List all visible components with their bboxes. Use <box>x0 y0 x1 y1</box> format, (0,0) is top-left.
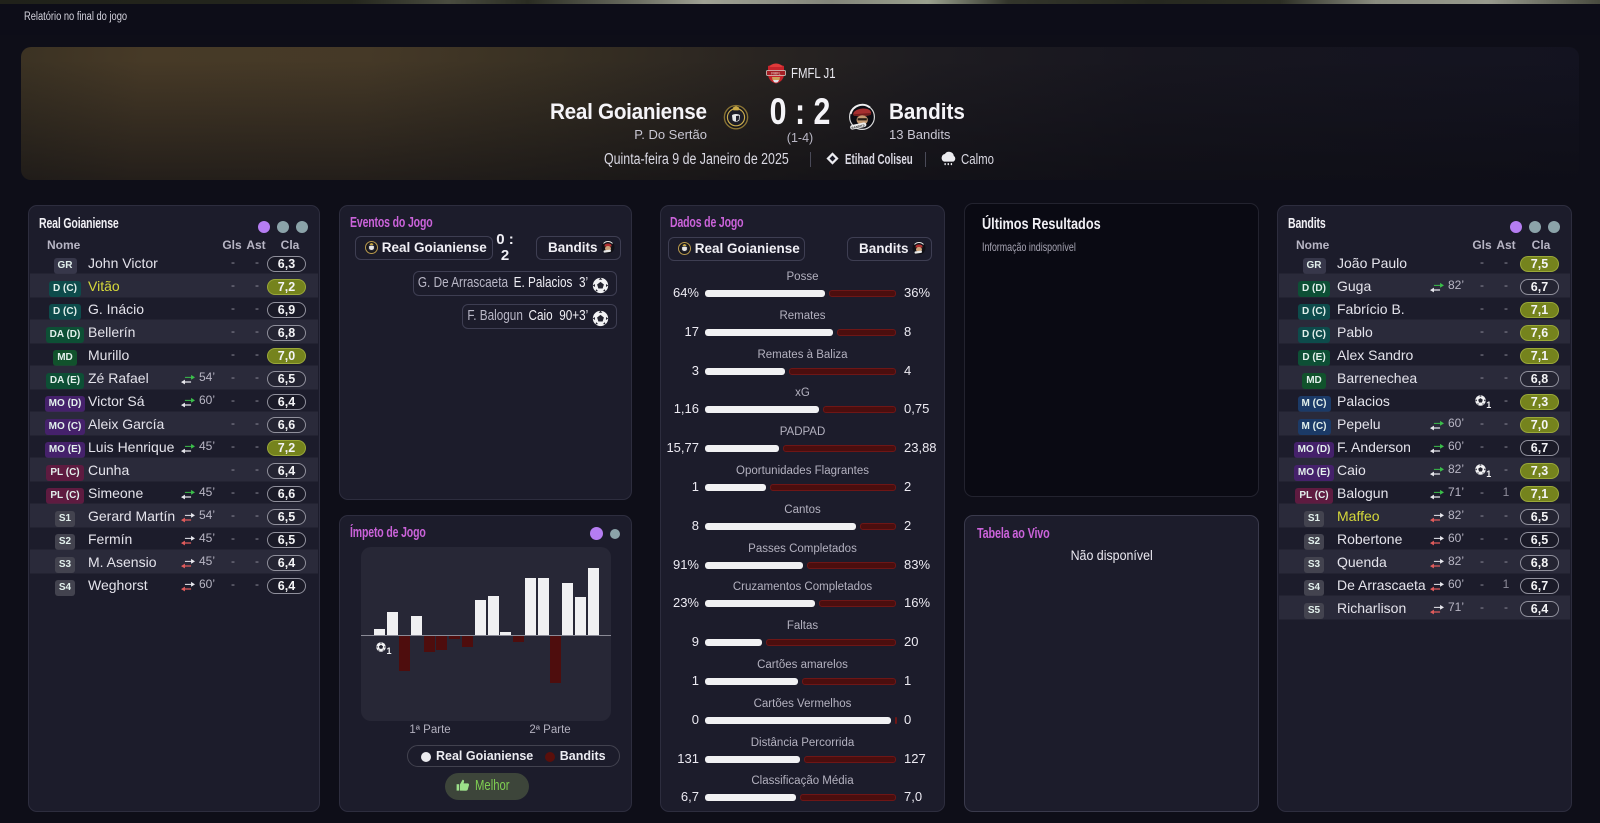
svg-text:BANDITS: BANDITS <box>851 123 865 130</box>
svg-text:FMFL: FMFL <box>771 72 780 76</box>
